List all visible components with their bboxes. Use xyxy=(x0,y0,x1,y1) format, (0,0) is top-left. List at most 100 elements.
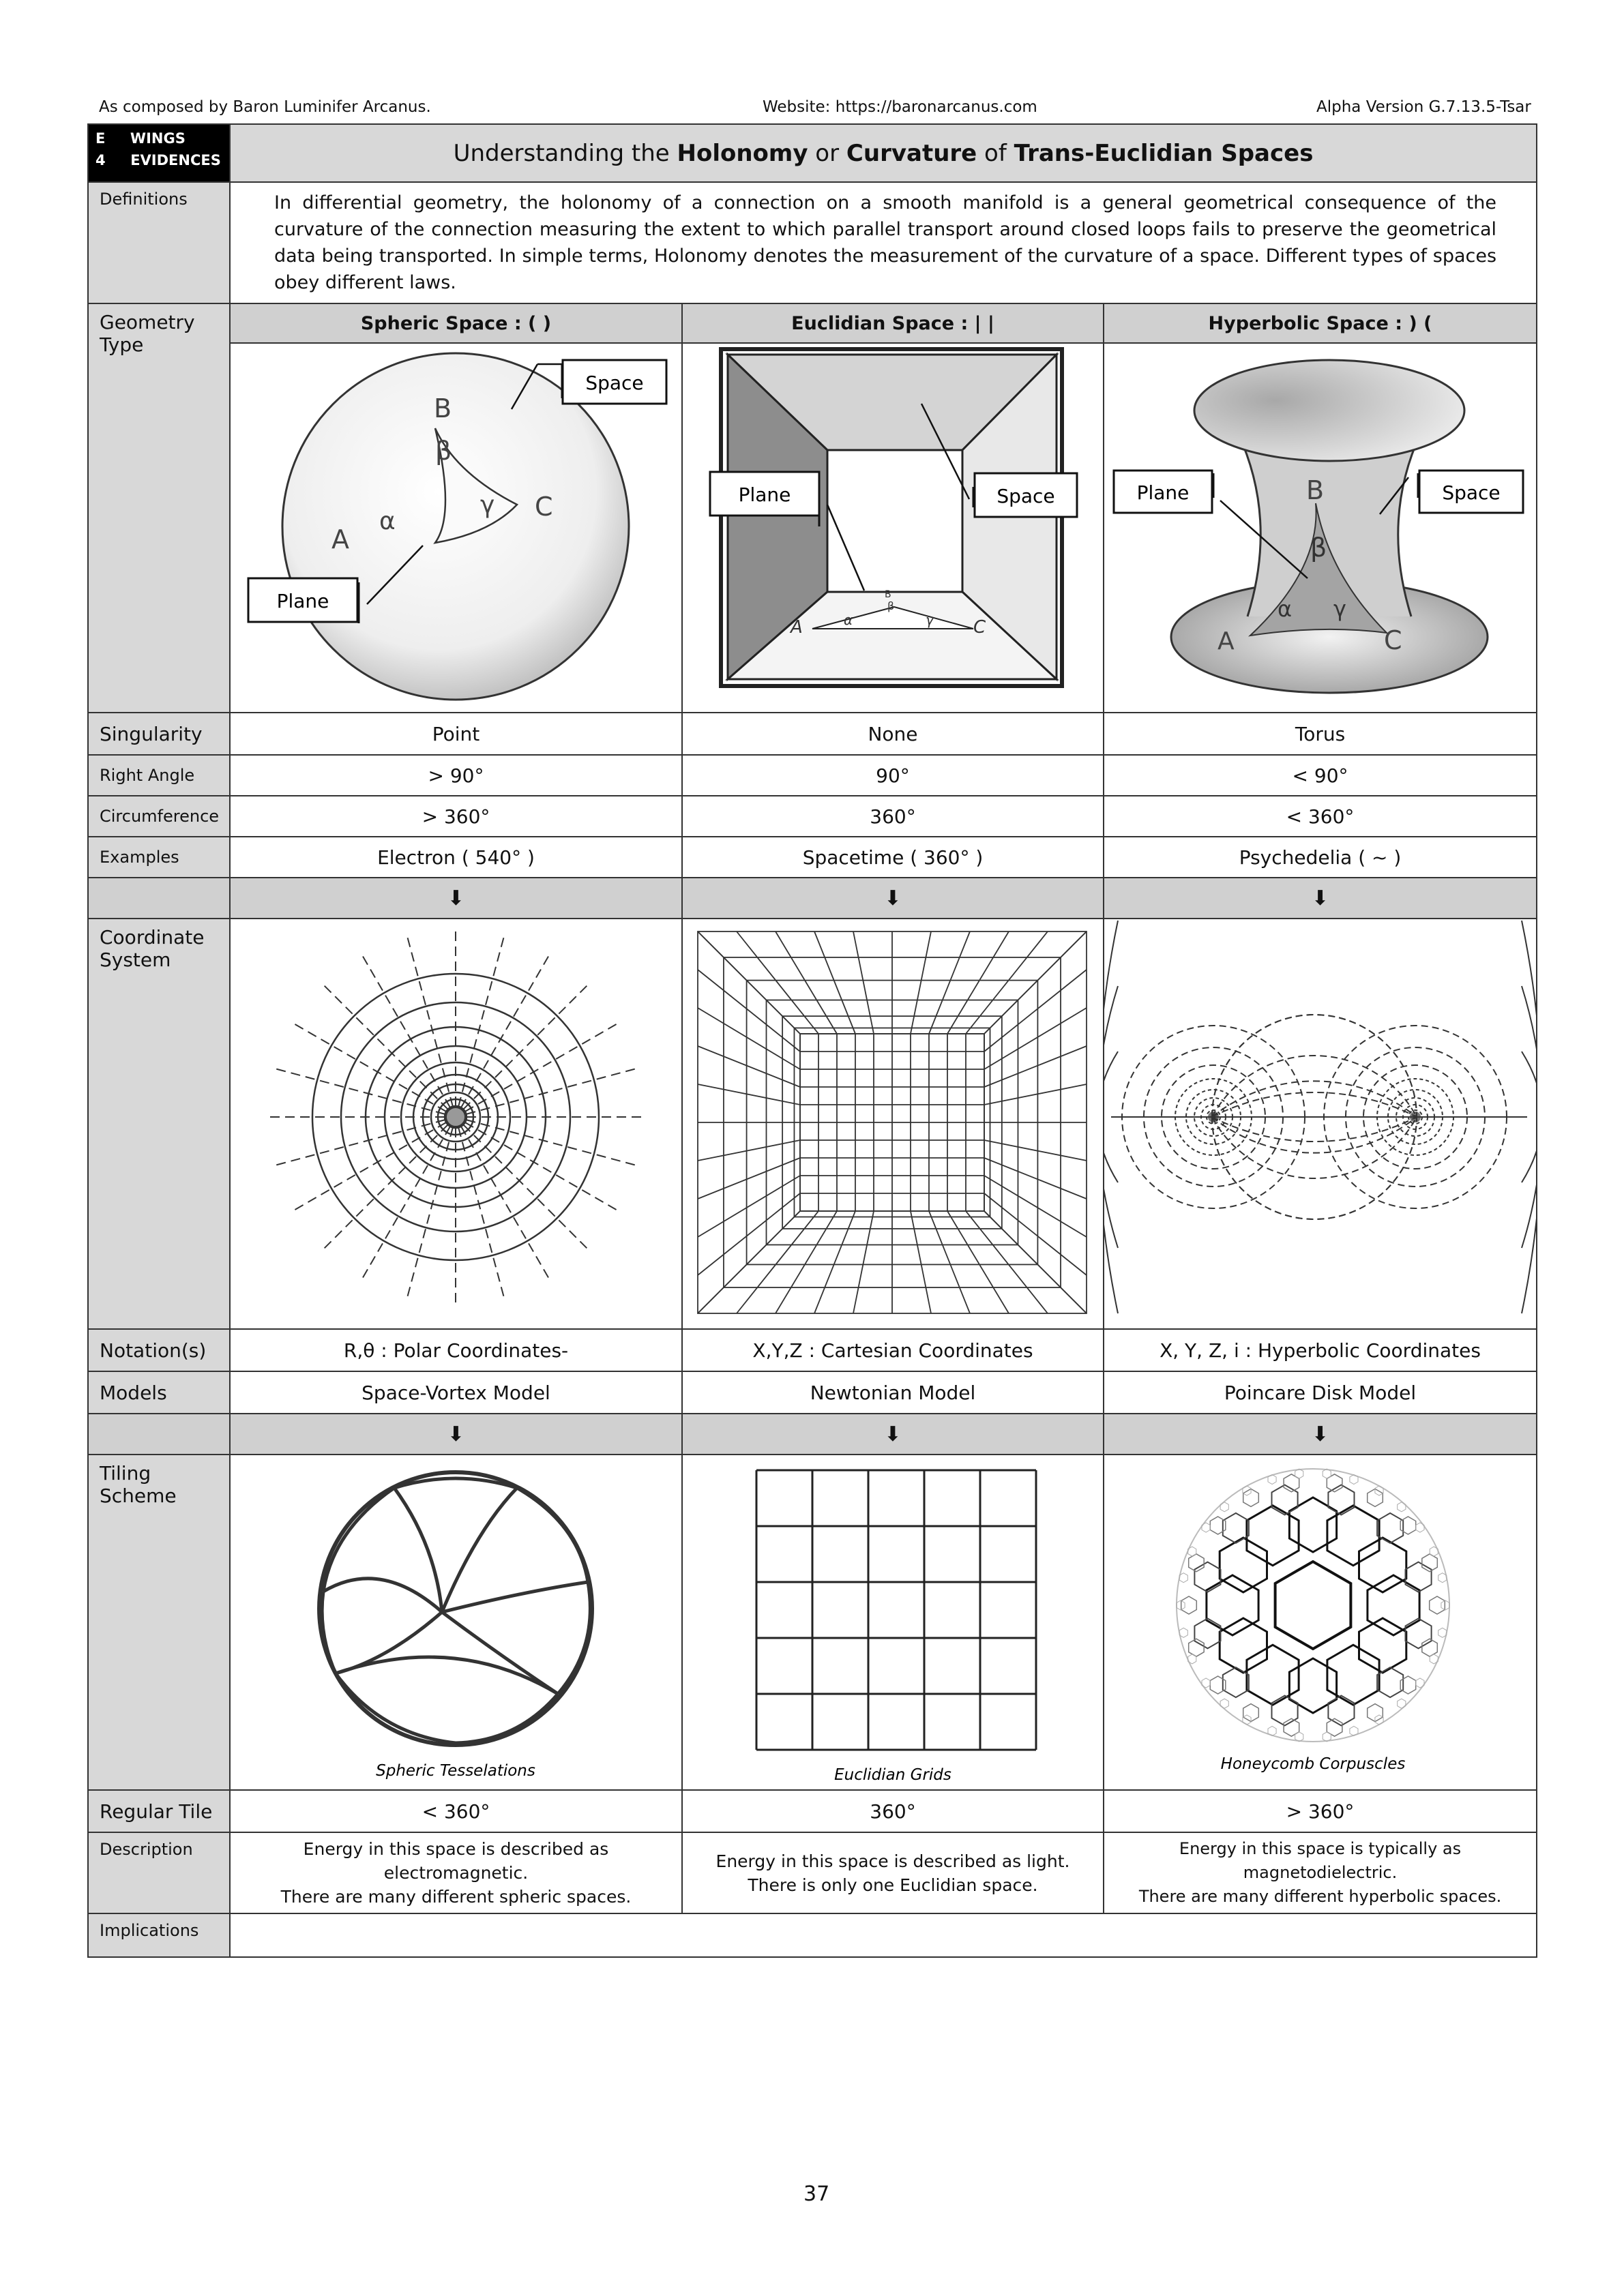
singularity-spheric: Point xyxy=(229,712,683,756)
regular-tile-hyperbolic: > 360° xyxy=(1102,1789,1538,1833)
page-title: Understanding the Holonomy or Curvature … xyxy=(228,123,1538,183)
table-row: Right Angle > 90° 90° < 90° xyxy=(87,754,1538,796)
regular-tile-label: Regular Tile xyxy=(87,1789,231,1833)
examples-hyperbolic: Psychedelia ( ~ ) xyxy=(1102,836,1538,878)
holonomy-table: E WINGS 4 EVIDENCES Understanding the Ho… xyxy=(87,123,1538,1958)
page-number: 37 xyxy=(803,2182,830,2206)
spheric-tiling-figure: Spheric Tesselations xyxy=(229,1454,683,1791)
svg-text:C: C xyxy=(535,492,553,522)
svg-text:Spheric Tesselations: Spheric Tesselations xyxy=(376,1762,535,1780)
polar-coordinates-figure xyxy=(229,918,683,1330)
header-author: As composed by Baron Luminifer Arcanus. xyxy=(99,98,431,116)
regular-tile-spheric: < 360° xyxy=(229,1789,683,1833)
svg-text:A: A xyxy=(1217,627,1235,655)
definitions-text: In differential geometry, the holonomy o… xyxy=(228,181,1538,304)
tiling-scheme-label: Tiling Scheme xyxy=(87,1454,231,1791)
circumference-spheric: > 360° xyxy=(229,795,683,837)
right-angle-label: Right Angle xyxy=(87,754,231,796)
hyperbolic-geometry-figure: B β α γ A C Plane Space xyxy=(1102,342,1538,713)
description-spheric: Energy in this space is described as ele… xyxy=(229,1832,683,1914)
svg-text:α: α xyxy=(379,507,396,535)
section-tag: E WINGS 4 EVIDENCES xyxy=(87,123,231,183)
hyperbolic-tiling-figure: Honeycomb Corpuscles xyxy=(1102,1454,1538,1791)
hyperbolic-coordinates-figure xyxy=(1102,918,1538,1330)
euclidian-tiling-figure: Euclidian Grids xyxy=(681,1454,1104,1791)
model-hyperbolic: Poincare Disk Model xyxy=(1102,1371,1538,1414)
svg-text:C: C xyxy=(1384,625,1402,655)
right-angle-hyperbolic: < 90° xyxy=(1102,754,1538,796)
description-label: Description xyxy=(87,1832,231,1914)
regular-tile-euclidian: 360° xyxy=(681,1789,1104,1833)
svg-text:β: β xyxy=(887,599,894,612)
svg-text:γ: γ xyxy=(926,612,934,628)
singularity-hyperbolic: Torus xyxy=(1102,712,1538,756)
description-hyperbolic: Energy in this space is typically as mag… xyxy=(1102,1832,1538,1914)
geometry-type-label: Geometry Type xyxy=(87,303,231,713)
examples-label: Examples xyxy=(87,836,231,878)
singularity-euclidian: None xyxy=(681,712,1104,756)
down-arrow-icon: ⬇ xyxy=(229,877,683,919)
coordinate-system-label: Coordinate System xyxy=(87,918,231,1330)
table-row: Circumference > 360° 360° < 360° xyxy=(87,795,1538,837)
down-arrow-icon: ⬇ xyxy=(1102,1413,1538,1455)
svg-text:γ: γ xyxy=(480,491,494,519)
svg-text:C: C xyxy=(973,617,986,638)
svg-text:Honeycomb Corpuscles: Honeycomb Corpuscles xyxy=(1221,1755,1406,1773)
svg-text:α: α xyxy=(844,612,853,628)
svg-text:γ: γ xyxy=(1333,596,1346,622)
model-spheric: Space-Vortex Model xyxy=(229,1371,683,1414)
svg-text:Space: Space xyxy=(585,372,643,394)
svg-text:A: A xyxy=(789,617,803,638)
notation-spheric: R,θ : Polar Coordinates- xyxy=(229,1328,683,1372)
svg-text:Euclidian Grids: Euclidian Grids xyxy=(834,1766,951,1784)
models-label: Models xyxy=(87,1371,231,1414)
down-arrow-icon: ⬇ xyxy=(229,1413,683,1455)
table-row: Singularity Point None Torus xyxy=(87,712,1538,756)
euclidian-geometry-figure: A B β α γ C Plane Space xyxy=(681,342,1104,713)
down-arrow-icon: ⬇ xyxy=(681,1413,1104,1455)
header-version: Alpha Version G.7.13.5-Tsar xyxy=(1316,98,1531,116)
col-euclidian: Euclidian Space : | | xyxy=(681,303,1104,344)
svg-text:Space: Space xyxy=(996,485,1054,507)
right-angle-spheric: > 90° xyxy=(229,754,683,796)
svg-text:B: B xyxy=(885,589,891,600)
implications-value xyxy=(228,1913,1538,1958)
svg-text:β: β xyxy=(1310,533,1327,563)
singularity-label: Singularity xyxy=(87,712,231,756)
svg-text:Plane: Plane xyxy=(739,483,791,506)
examples-euclidian: Spacetime ( 360° ) xyxy=(681,836,1104,878)
svg-text:Space: Space xyxy=(1442,481,1500,504)
definitions-label: Definitions xyxy=(87,181,231,304)
down-arrow-icon: ⬇ xyxy=(1102,877,1538,919)
svg-text:A: A xyxy=(331,524,349,554)
svg-text:B: B xyxy=(434,393,452,423)
circumference-label: Circumference xyxy=(87,795,231,837)
table-row: Regular Tile < 360° 360° > 360° xyxy=(87,1789,1538,1833)
svg-text:Plane: Plane xyxy=(277,590,329,612)
header-website: Website: https://baronarcanus.com xyxy=(763,98,1037,116)
notation-hyperbolic: X, Y, Z, i : Hyperbolic Coordinates xyxy=(1102,1328,1538,1372)
table-row: Examples Electron ( 540° ) Spacetime ( 3… xyxy=(87,836,1538,878)
implications-label: Implications xyxy=(87,1913,231,1958)
cartesian-coordinates-figure xyxy=(681,918,1104,1330)
model-euclidian: Newtonian Model xyxy=(681,1371,1104,1414)
table-row: Description Energy in this space is desc… xyxy=(87,1832,1538,1914)
spheric-triangle xyxy=(433,428,519,544)
spheric-geometry-figure: B β γ C α A Space Plane xyxy=(229,342,683,713)
notation-euclidian: X,Y,Z : Cartesian Coordinates xyxy=(681,1328,1104,1372)
col-hyperbolic: Hyperbolic Space : ) ( xyxy=(1102,303,1538,344)
svg-text:β: β xyxy=(435,436,452,466)
table-row: Notation(s) R,θ : Polar Coordinates- X,Y… xyxy=(87,1328,1538,1372)
svg-text:Plane: Plane xyxy=(1137,481,1190,504)
svg-text:B: B xyxy=(1306,475,1324,505)
circumference-hyperbolic: < 360° xyxy=(1102,795,1538,837)
table-row: Models Space-Vortex Model Newtonian Mode… xyxy=(87,1371,1538,1414)
svg-text:α: α xyxy=(1278,596,1292,622)
right-angle-euclidian: 90° xyxy=(681,754,1104,796)
examples-spheric: Electron ( 540° ) xyxy=(229,836,683,878)
description-euclidian: Energy in this space is described as lig… xyxy=(681,1832,1104,1914)
circumference-euclidian: 360° xyxy=(681,795,1104,837)
down-arrow-icon: ⬇ xyxy=(681,877,1104,919)
notations-label: Notation(s) xyxy=(87,1328,231,1372)
col-spheric: Spheric Space : ( ) xyxy=(229,303,683,344)
